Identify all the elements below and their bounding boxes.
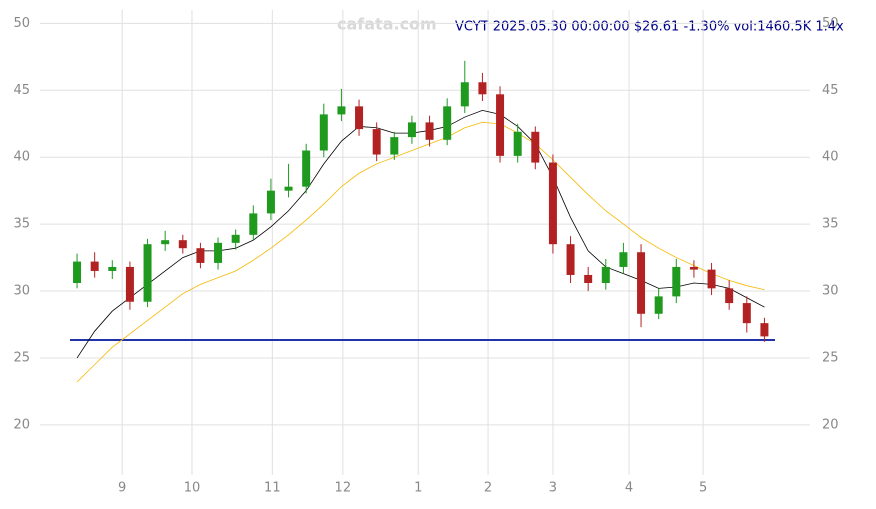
y-tick-label-right: 50 (822, 16, 839, 31)
x-tick-label: 11 (264, 481, 281, 496)
x-tick-label: 10 (184, 481, 201, 496)
candle-body (108, 266, 117, 271)
candle-body (266, 190, 275, 214)
y-tick-label: 25 (13, 350, 30, 365)
x-tick-label: 4 (625, 481, 633, 496)
candle-body (707, 269, 716, 289)
candle-body (214, 242, 223, 263)
candle-body (196, 248, 205, 263)
y-tick-label: 40 (13, 150, 30, 165)
candle-body (161, 240, 170, 245)
candle-body (725, 288, 734, 304)
candle-body (601, 266, 610, 283)
moving-average (76, 109, 765, 359)
candle-body (337, 106, 346, 115)
candle-body (231, 234, 240, 243)
candle-body (90, 261, 99, 271)
candle-body (637, 252, 646, 314)
candle-body (548, 162, 557, 245)
candle-body (425, 122, 434, 140)
candle-body (689, 266, 698, 270)
candle-body (73, 261, 82, 283)
y-tick-label-right: 40 (822, 150, 839, 165)
candle-body (302, 150, 311, 187)
y-tick-label: 45 (13, 83, 30, 98)
candle-body (566, 244, 575, 275)
candle-body (531, 131, 540, 163)
y-tick-label-right: 25 (822, 350, 839, 365)
candle-body (496, 94, 505, 156)
y-tick-label: 35 (13, 217, 30, 232)
candle-body (407, 122, 416, 138)
candle-body (672, 266, 681, 297)
candle-body (372, 129, 381, 155)
candle-body (742, 303, 751, 324)
candle-body (284, 186, 293, 191)
y-tick-label-right: 20 (822, 417, 839, 432)
y-tick-label: 30 (13, 284, 30, 299)
moving-average (76, 122, 765, 383)
candle-body (125, 266, 134, 302)
candle-body (478, 82, 487, 95)
x-tick-label: 3 (549, 481, 557, 496)
candle-body (390, 137, 399, 155)
candle-body (513, 131, 522, 156)
x-tick-label: 9 (118, 481, 126, 496)
x-tick-label: 5 (699, 481, 707, 496)
candle-body (178, 240, 187, 249)
x-tick-label: 12 (335, 481, 352, 496)
chart-title: VCYT 2025.05.30 00:00:00 $26.61 -1.30% v… (455, 20, 844, 35)
candle-body (460, 82, 469, 107)
candle-body (319, 114, 328, 151)
y-tick-label: 50 (13, 16, 30, 31)
candle-body (249, 213, 258, 235)
candle-body (143, 244, 152, 302)
candle-body (584, 274, 593, 283)
candle-body (619, 252, 628, 267)
y-tick-label: 20 (13, 417, 30, 432)
x-tick-label: 1 (414, 481, 422, 496)
x-tick-label: 2 (484, 481, 492, 496)
y-tick-label-right: 30 (822, 284, 839, 299)
candle-body (355, 106, 364, 130)
candle-body (760, 323, 769, 337)
y-tick-label-right: 35 (822, 217, 839, 232)
y-tick-label-right: 45 (822, 83, 839, 98)
watermark: cafata.com (337, 15, 437, 34)
candle-body (443, 106, 452, 140)
candle-body (654, 296, 663, 314)
